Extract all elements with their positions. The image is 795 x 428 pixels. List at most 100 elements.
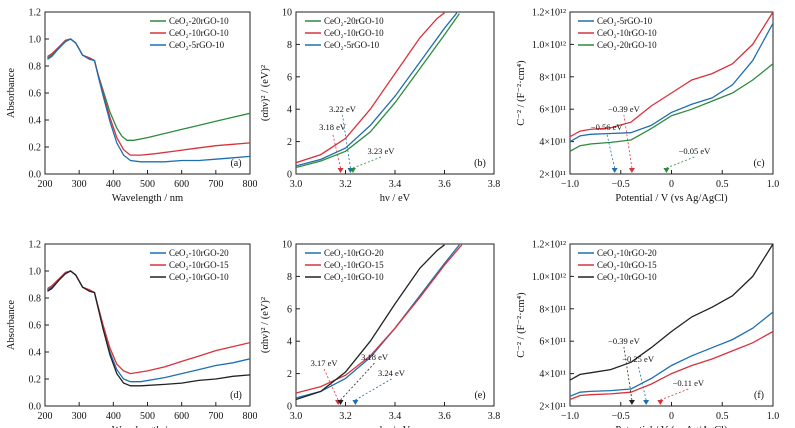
annotation-label: −0.39 eV: [608, 104, 641, 114]
y-tick-label: 4×10¹¹: [539, 137, 566, 148]
series-line: [296, 13, 460, 169]
intercept-marker: [643, 400, 650, 405]
annotation-leader: [623, 114, 633, 169]
legend-entry: CeO₂-10rGO-15: [324, 260, 384, 270]
x-tick-label: −1.0: [561, 411, 579, 422]
legend-entry: CeO₂-20rGO-10: [169, 16, 229, 26]
y-tick-label: 8×10¹¹: [539, 304, 566, 315]
x-tick-label: 200: [38, 179, 53, 190]
legend-entry: CeO₂-10rGO-10: [169, 272, 229, 282]
x-tick-label: 0: [669, 411, 674, 422]
annotation-leader: [355, 378, 392, 401]
legend-entry: CeO₂-10rGO-15: [169, 260, 229, 270]
legend-entry: CeO₂-5rGO-10: [597, 16, 653, 26]
y-tick-label: 0.6: [29, 321, 42, 332]
y-axis-label: C⁻² / (F⁻²·cm⁴): [516, 60, 527, 126]
x-tick-label: 400: [106, 411, 121, 422]
y-tick-label: 4: [287, 105, 292, 116]
legend-entry: CeO₂-10rGO-20: [169, 248, 229, 258]
x-tick-label: 3.2: [339, 411, 352, 422]
intercept-marker: [628, 400, 635, 405]
series-line: [47, 270, 250, 375]
y-tick-label: 0.2: [29, 375, 42, 386]
series-line: [570, 12, 773, 138]
series-line: [47, 38, 250, 163]
annotation-label: 3.18 eV: [319, 122, 347, 132]
y-tick-label: 2×10¹¹: [539, 170, 566, 181]
annotation-leader: [623, 346, 633, 401]
series-line: [570, 311, 773, 397]
y-tick-label: 0.8: [29, 62, 42, 73]
annotation-label: 3.22 eV: [329, 104, 357, 114]
x-tick-label: 500: [140, 179, 155, 190]
intercept-marker: [611, 168, 618, 173]
y-tick-label: 0.0: [29, 170, 42, 181]
legend-entry: CeO₂-10rGO-10: [597, 28, 657, 38]
y-tick-label: 1.0×10¹²: [532, 40, 566, 51]
legend-entry: CeO₂-5rGO-10: [324, 40, 380, 50]
y-tick-label: 1.2: [29, 240, 42, 251]
y-tick-label: 1.0×10¹²: [532, 272, 566, 283]
intercept-marker: [349, 168, 356, 173]
x-axis-label: Potential / V (vs Ag/AgCl): [615, 193, 728, 204]
y-tick-label: 0.4: [29, 116, 42, 127]
x-axis-label: hν / eV: [380, 193, 411, 204]
y-tick-label: 0.4: [29, 348, 42, 359]
series-line: [47, 38, 250, 141]
y-tick-label: 0.8: [29, 294, 42, 305]
y-tick-label: 6×10¹¹: [539, 337, 566, 348]
legend-entry: CeO₂-10rGO-10: [169, 28, 229, 38]
y-tick-label: 0.6: [29, 89, 42, 100]
annotation-leader: [606, 132, 616, 169]
series-line: [296, 12, 458, 167]
series-line: [570, 63, 773, 152]
annotation-label: 3.17 eV: [311, 358, 339, 368]
y-tick-label: 2: [287, 369, 292, 380]
legend-entry: CeO₂-10rGO-10: [597, 272, 657, 282]
series-line: [570, 22, 773, 143]
x-tick-label: 3.8: [488, 179, 501, 190]
x-tick-label: 500: [140, 411, 155, 422]
x-tick-label: 300: [72, 179, 87, 190]
y-tick-label: 0.2: [29, 143, 42, 154]
panel-label: (e): [474, 390, 485, 401]
y-tick-label: 8×10¹¹: [539, 72, 566, 83]
annotation-leader: [352, 156, 382, 169]
annotation-leader: [332, 132, 341, 169]
y-tick-label: 2: [287, 137, 292, 148]
x-tick-label: 0.5: [716, 179, 729, 190]
intercept-marker: [628, 168, 635, 173]
annotation-label: 3.23 eV: [367, 146, 395, 156]
legend-entry: CeO₂-10rGO-20: [597, 248, 657, 258]
series-line: [570, 244, 773, 381]
x-tick-label: 600: [174, 411, 189, 422]
y-axis-label: Absorbance: [6, 300, 17, 350]
series-line: [296, 12, 445, 164]
y-tick-label: 1.2×10¹²: [532, 8, 566, 19]
annotation-label: −0.39 eV: [608, 336, 641, 346]
panel-label: (c): [753, 158, 764, 169]
intercept-marker: [337, 168, 344, 173]
x-tick-label: 1.0: [767, 411, 780, 422]
chart-panel-5: 3.0 3.2 3.4 3.6 3.8 0 2 4 6 8 10 hν / eV (αhν)² / (e…: [260, 240, 500, 428]
series-line: [296, 244, 445, 401]
x-axis-label: hν / eV: [380, 425, 411, 428]
x-tick-label: 1.0: [767, 179, 780, 190]
x-axis-label: Wavelength / nm: [112, 193, 183, 204]
intercept-marker: [657, 400, 664, 405]
x-tick-label: 800: [243, 179, 258, 190]
chart-panel-6: −1.0 −0.5 0 0.5 1.0 2×10¹¹ 4×10¹¹ 6×10¹¹ 8×10¹¹ 1…: [516, 240, 779, 428]
y-tick-label: 1.0: [29, 35, 42, 46]
y-tick-label: 10: [282, 240, 292, 251]
annotation-leader: [660, 388, 689, 401]
legend-entry: CeO₂-10rGO-20: [324, 248, 384, 258]
y-tick-label: 1.2×10¹²: [532, 240, 566, 251]
annotation-label: −0.56 eV: [591, 122, 624, 132]
annotation-leader: [340, 362, 375, 401]
y-tick-label: 0: [287, 170, 292, 181]
annotation-label: 3.24 eV: [378, 368, 406, 378]
x-axis-label: Potential / V (vs Ag/AgCl): [615, 425, 728, 428]
y-tick-label: 2×10¹¹: [539, 402, 566, 413]
x-axis-label: Wavelength / nm: [112, 425, 183, 428]
